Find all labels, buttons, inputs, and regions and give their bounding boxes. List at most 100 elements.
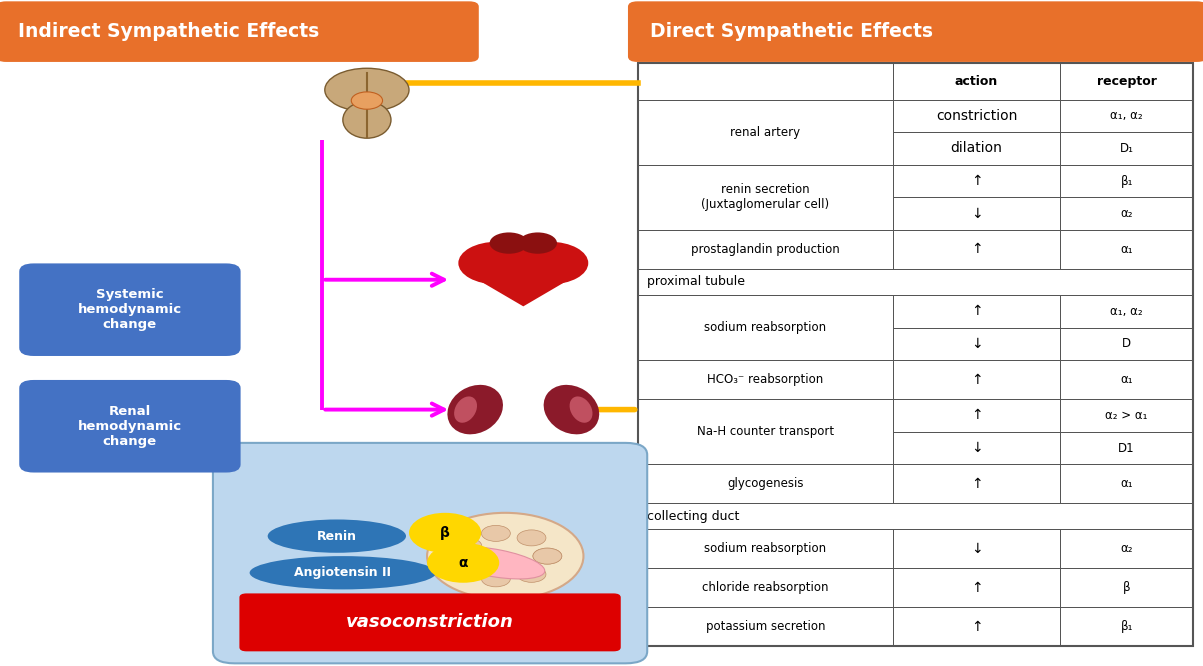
Ellipse shape [249,556,437,589]
Bar [1060,568,1193,607]
Text: Na-H counter transport: Na-H counter transport [697,425,834,438]
Text: D: D [1122,338,1131,350]
Text: potassium secretion: potassium secretion [706,620,825,633]
Text: action: action [955,75,998,88]
Text: ↑: ↑ [971,581,983,595]
Circle shape [511,242,588,284]
Bar [1060,432,1193,464]
Bar [638,464,894,503]
Text: prostaglandin production: prostaglandin production [691,243,840,256]
Circle shape [409,513,481,553]
Text: α₂ > α₁: α₂ > α₁ [1106,409,1148,422]
Bar [1060,230,1193,269]
Bar [1060,165,1193,197]
Circle shape [517,566,546,582]
Text: ↑: ↑ [971,408,983,422]
Circle shape [533,548,562,564]
Bar [894,360,1060,399]
FancyBboxPatch shape [0,1,479,62]
Bar [1060,295,1193,328]
Ellipse shape [343,101,391,139]
Text: ↑: ↑ [971,477,983,491]
Text: α₁: α₁ [1120,373,1133,386]
Text: Systemic
hemodynamic
change: Systemic hemodynamic change [78,288,182,331]
Text: HCO₃⁻ reabsorption: HCO₃⁻ reabsorption [707,373,824,386]
Bar [638,568,894,607]
Text: renin secretion
(Juxtaglomerular cell): renin secretion (Juxtaglomerular cell) [701,183,830,211]
Text: Renin: Renin [316,529,357,543]
Text: Direct Sympathetic Effects: Direct Sympathetic Effects [650,22,932,41]
Text: ↓: ↓ [971,206,983,220]
Polygon shape [461,270,586,306]
Text: Angiotensin II: Angiotensin II [295,566,391,579]
Bar [1060,607,1193,646]
Bar [638,399,894,464]
Text: dilation: dilation [950,141,1002,155]
Bar [638,295,894,360]
Circle shape [452,538,481,554]
Ellipse shape [454,396,478,423]
Bar [1060,100,1193,132]
Bar [894,328,1060,360]
Bar [638,529,894,568]
Circle shape [481,571,510,587]
Bar [1060,328,1193,360]
Bar [894,230,1060,269]
Text: ↑: ↑ [971,373,983,387]
Bar [1060,197,1193,230]
Circle shape [517,530,546,546]
Text: β: β [440,525,450,540]
Bar [894,132,1060,165]
Ellipse shape [448,385,503,434]
Bar [1060,464,1193,503]
Circle shape [427,543,499,583]
Circle shape [427,513,583,599]
FancyBboxPatch shape [213,443,647,663]
Text: α₂: α₂ [1120,207,1133,220]
Circle shape [351,92,383,109]
Bar [638,269,1193,295]
Text: α: α [458,555,468,570]
Text: ↑: ↑ [971,304,983,318]
Text: sodium reabsorption: sodium reabsorption [705,542,826,555]
Text: β₁: β₁ [1120,620,1133,633]
Circle shape [533,548,562,564]
Ellipse shape [442,547,545,579]
Text: α₁: α₁ [1120,478,1133,490]
Text: ↓: ↓ [971,542,983,556]
Bar [638,63,894,100]
Text: glycogenesis: glycogenesis [727,478,804,490]
Text: renal artery: renal artery [730,126,800,139]
Bar [638,165,894,230]
Bar [894,607,1060,646]
Text: α₂: α₂ [1120,542,1133,555]
Text: α₁: α₁ [1120,243,1133,256]
Circle shape [490,232,528,254]
Text: receptor: receptor [1097,75,1156,88]
Bar [638,230,894,269]
Circle shape [452,558,481,574]
Bar [1060,399,1193,432]
Bar [894,399,1060,432]
Text: constriction: constriction [936,109,1018,123]
Text: collecting duct: collecting duct [647,509,740,523]
Text: α₁, α₂: α₁, α₂ [1110,109,1143,123]
Text: β₁: β₁ [1120,174,1133,188]
Text: Renal
hemodynamic
change: Renal hemodynamic change [78,405,182,448]
Bar [1060,132,1193,165]
Text: D₁: D₁ [1120,142,1133,155]
Bar [1060,360,1193,399]
Text: ↑: ↑ [971,619,983,633]
Circle shape [481,525,510,541]
Text: chloride reabsorption: chloride reabsorption [703,581,829,594]
Text: ↓: ↓ [971,441,983,455]
FancyBboxPatch shape [19,380,241,473]
Circle shape [458,242,535,284]
Text: α₁, α₂: α₁, α₂ [1110,305,1143,318]
Text: vasoconstriction: vasoconstriction [346,613,514,631]
Bar [638,503,1193,529]
Text: ↑: ↑ [971,174,983,188]
Ellipse shape [544,385,599,434]
Bar [894,464,1060,503]
Bar [1060,63,1193,100]
